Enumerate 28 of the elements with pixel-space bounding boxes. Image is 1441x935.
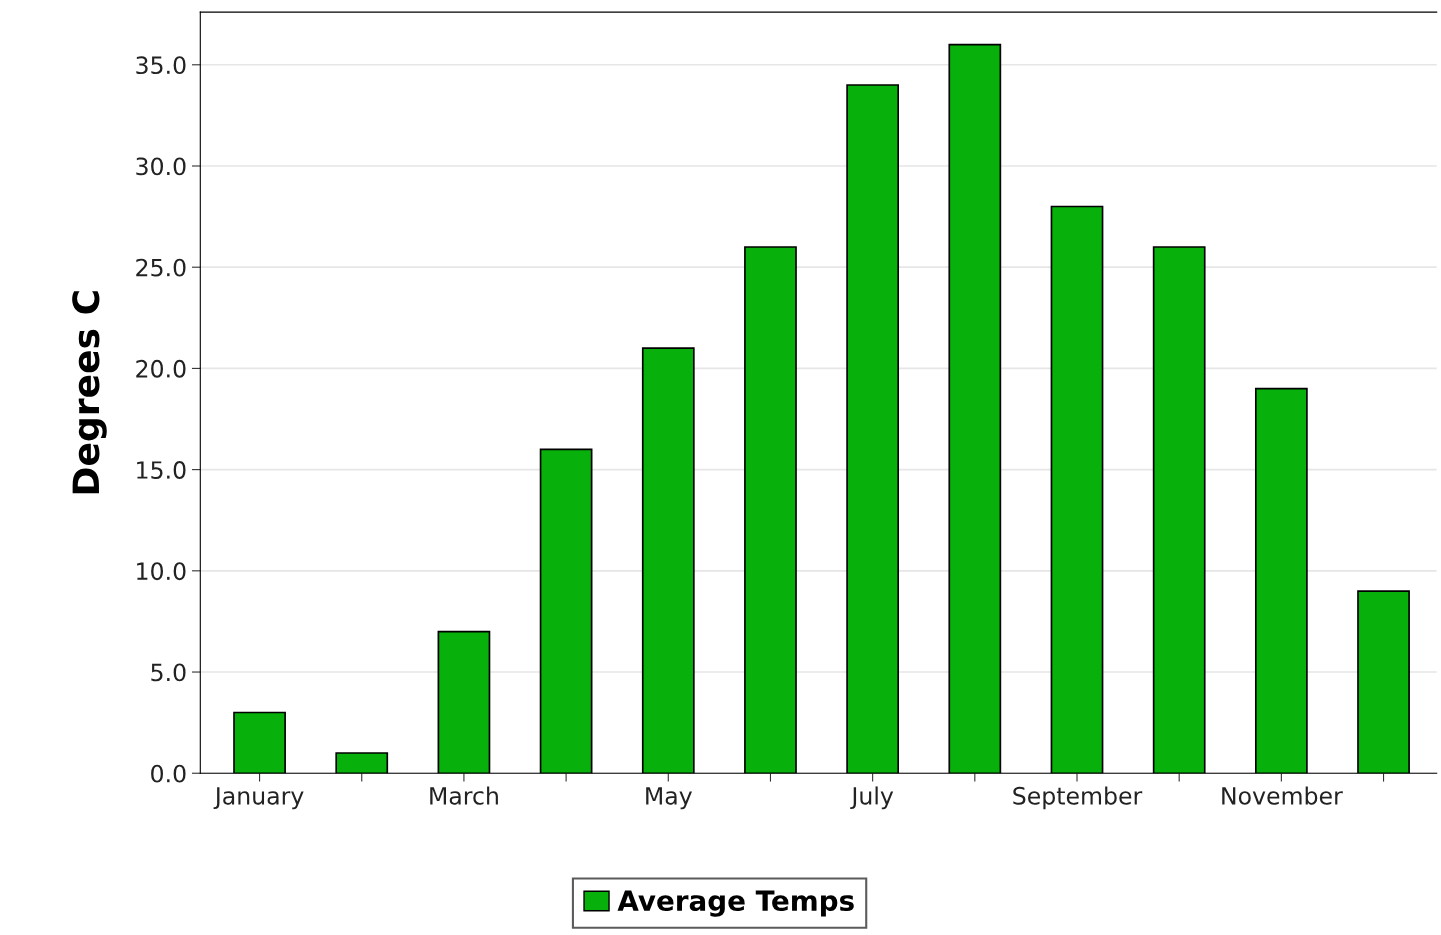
bar [335,752,389,774]
bar [641,347,695,774]
bar [539,448,593,774]
x-tick-label: January [213,787,304,810]
bar [437,630,491,774]
y-tick-label: 30.0 [136,157,186,176]
y-tick-label: 0.0 [151,764,186,783]
y-tick-label: 10.0 [137,562,186,581]
bar [744,246,797,774]
y-tick-label: 5.0 [151,663,186,682]
y-axis-title: Degrees C [72,291,107,494]
bar [1050,205,1104,774]
y-tick-label: 20.0 [136,359,186,378]
bar [1152,246,1206,774]
legend-label: Average Temps [617,890,854,917]
y-tick-label: 15.0 [137,461,186,479]
y-tick-label: 35.0 [136,56,186,75]
bar [233,711,286,774]
x-tick-label: March [430,786,498,805]
x-tick-label: May [646,787,692,810]
bar [846,84,900,774]
bar [1254,387,1308,774]
x-tick-label: November [1222,786,1343,805]
bar [1357,590,1410,774]
y-tick-label: 25.0 [136,258,186,277]
bar [948,43,1002,774]
x-tick-label: September [1013,786,1143,810]
x-tick-label: July [850,786,894,810]
